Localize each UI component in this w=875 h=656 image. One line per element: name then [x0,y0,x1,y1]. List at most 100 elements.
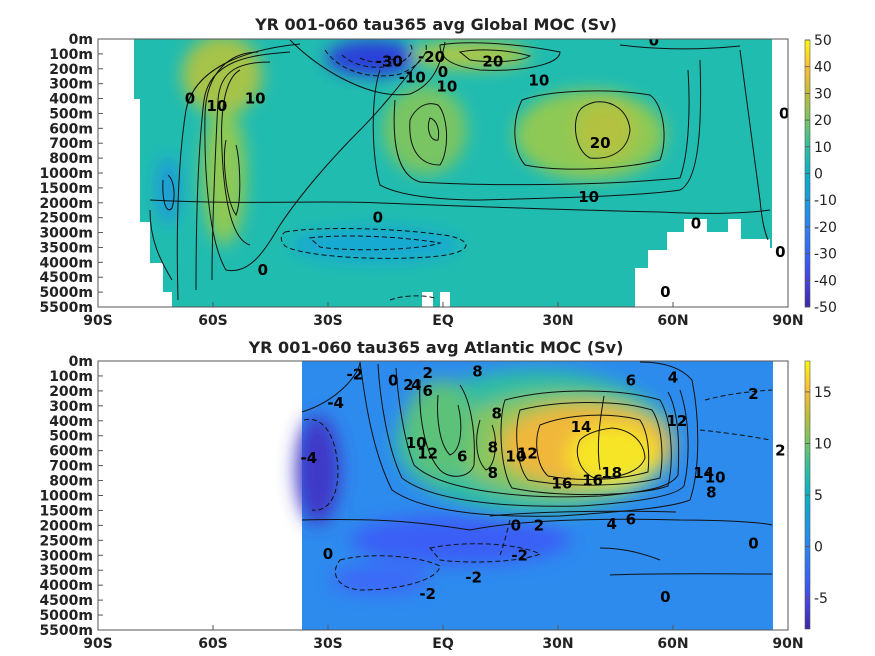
contour-label: -2 [511,546,528,564]
global-moc-title: YR 001-060 tau365 avg Global MOC (Sv) [254,15,617,34]
y-tick-label: 600m [49,444,93,460]
contour-label: 0 [649,31,659,49]
contour-label: 18 [601,464,622,482]
colorbar-tick-label: 50 [814,33,832,49]
contour-label: 2 [775,442,785,460]
contour-label: 10 [406,434,427,452]
contour-label: 0 [660,283,670,301]
contour-label: 12 [517,445,538,463]
contour-label: 0 [396,313,406,331]
y-tick-label: 1500m [39,181,93,197]
atlantic-contours [301,361,773,591]
colorbar-tick-label: 0 [814,540,823,556]
contour-label: 16 [551,475,572,493]
colorbar-tick-label: 10 [814,436,832,452]
contour-label: 14 [571,418,592,436]
contour-label: -20 [418,48,445,66]
y-tick-label: 5500m [39,300,93,316]
atlantic-color-cells [296,370,675,594]
x-tick-label: 90S [83,313,113,329]
y-tick-label: 2000m [39,196,93,212]
tropical-deep-cell [383,85,467,175]
y-tick-label: 400m [49,92,93,108]
global-y-axis: 0m100m200m300m400m500m600m700m800m1000m1… [39,32,103,316]
colorbar-tick-label: 10 [814,140,832,156]
contour-label: 6 [626,510,636,528]
x-tick-label: 30S [313,313,343,329]
contour-label: 0 [388,371,398,389]
colorbar-tick-label: -20 [814,220,837,236]
y-tick-label: 800m [49,474,93,490]
global-moc-panel: YR 001-060 tau365 avg Global MOC (Sv) [39,15,837,331]
global-colorbar-ticks: 50 40 30 20 10 0 -10 -20 -30 -40 -50 [805,33,837,316]
contour-label: 8 [706,484,716,502]
x-tick-label: EQ [432,636,454,652]
contour-label: 16 [582,472,603,490]
y-tick-label: 400m [49,414,93,430]
contour-label: 8 [488,464,498,482]
x-tick-label: 90N [772,636,803,652]
colorbar-tick-label: 15 [814,385,832,401]
colorbar-tick-label: -50 [814,300,837,316]
x-tick-label: 60N [657,636,688,652]
y-tick-label: 2000m [39,518,93,534]
contour-label: 10 [578,188,599,206]
contour-label: 20 [590,134,611,152]
deacon-cell [182,39,262,115]
y-tick-label: 0m [69,32,93,48]
y-tick-label: 4000m [39,255,93,271]
north-overturning-core [575,100,635,160]
y-tick-label: 1500m [39,503,93,519]
contour-label: 20 [482,52,503,70]
x-tick-label: 60S [198,313,228,329]
y-tick-label: 800m [49,151,93,167]
contour-label: 10 [705,469,726,487]
atlantic-colorbar-ticks: 15 10 5 0 -5 [805,385,832,607]
x-tick-label: EQ [432,313,454,329]
y-tick-label: 4000m [39,578,93,594]
y-tick-label: 700m [49,459,93,475]
y-tick-label: 300m [49,399,93,415]
contour-label: 12 [417,445,438,463]
equatorial-cell [405,380,475,480]
contour-label: 0 [691,215,701,233]
global-contours [149,39,771,301]
bottom-water-cell [350,515,570,565]
colorbar-tick-label: -40 [814,273,837,289]
colorbar-tick-label: 5 [814,488,823,504]
y-tick-label: 500m [49,429,93,445]
y-tick-label: 5500m [39,623,93,639]
x-tick-label: 30N [542,636,573,652]
y-tick-label: 4500m [39,270,93,286]
contour-label: 0 [438,63,448,81]
colorbar-tick-label: -30 [814,247,837,263]
y-tick-label: 5000m [39,608,93,624]
y-tick-label: 3000m [39,548,93,564]
contour-label: 10 [528,72,549,90]
colorbar-tick-label: 30 [814,86,832,102]
y-tick-label: 200m [49,62,93,78]
colorbar-tick-label: -5 [814,591,828,607]
contour-label: -4 [300,449,317,467]
colorbar-tick-label: 20 [814,113,832,129]
contour-label: 6 [422,382,432,400]
contour-label: -4 [327,394,344,412]
contour-label: 2 [422,364,432,382]
y-tick-label: 100m [49,369,93,385]
y-tick-label: 300m [49,77,93,93]
colorbar-tick-label: 0 [814,167,823,183]
contour-label: 10 [505,448,526,466]
x-tick-label: 30S [313,636,343,652]
x-tick-label: 90S [83,636,113,652]
contour-label: -30 [376,52,403,70]
contour-label: 0 [185,90,195,108]
y-tick-label: 4500m [39,593,93,609]
contour-label: 0 [258,261,268,279]
contour-label: 14 [693,464,714,482]
atlantic-x-axis: 90S 60S 30S EQ 30N 60N 90N [83,625,804,652]
contour-label: 0 [775,243,785,261]
contour-label: 10 [436,78,457,96]
contour-label: 2 [748,385,758,403]
y-tick-label: 3000m [39,226,93,242]
abyssal-cell [290,227,460,263]
